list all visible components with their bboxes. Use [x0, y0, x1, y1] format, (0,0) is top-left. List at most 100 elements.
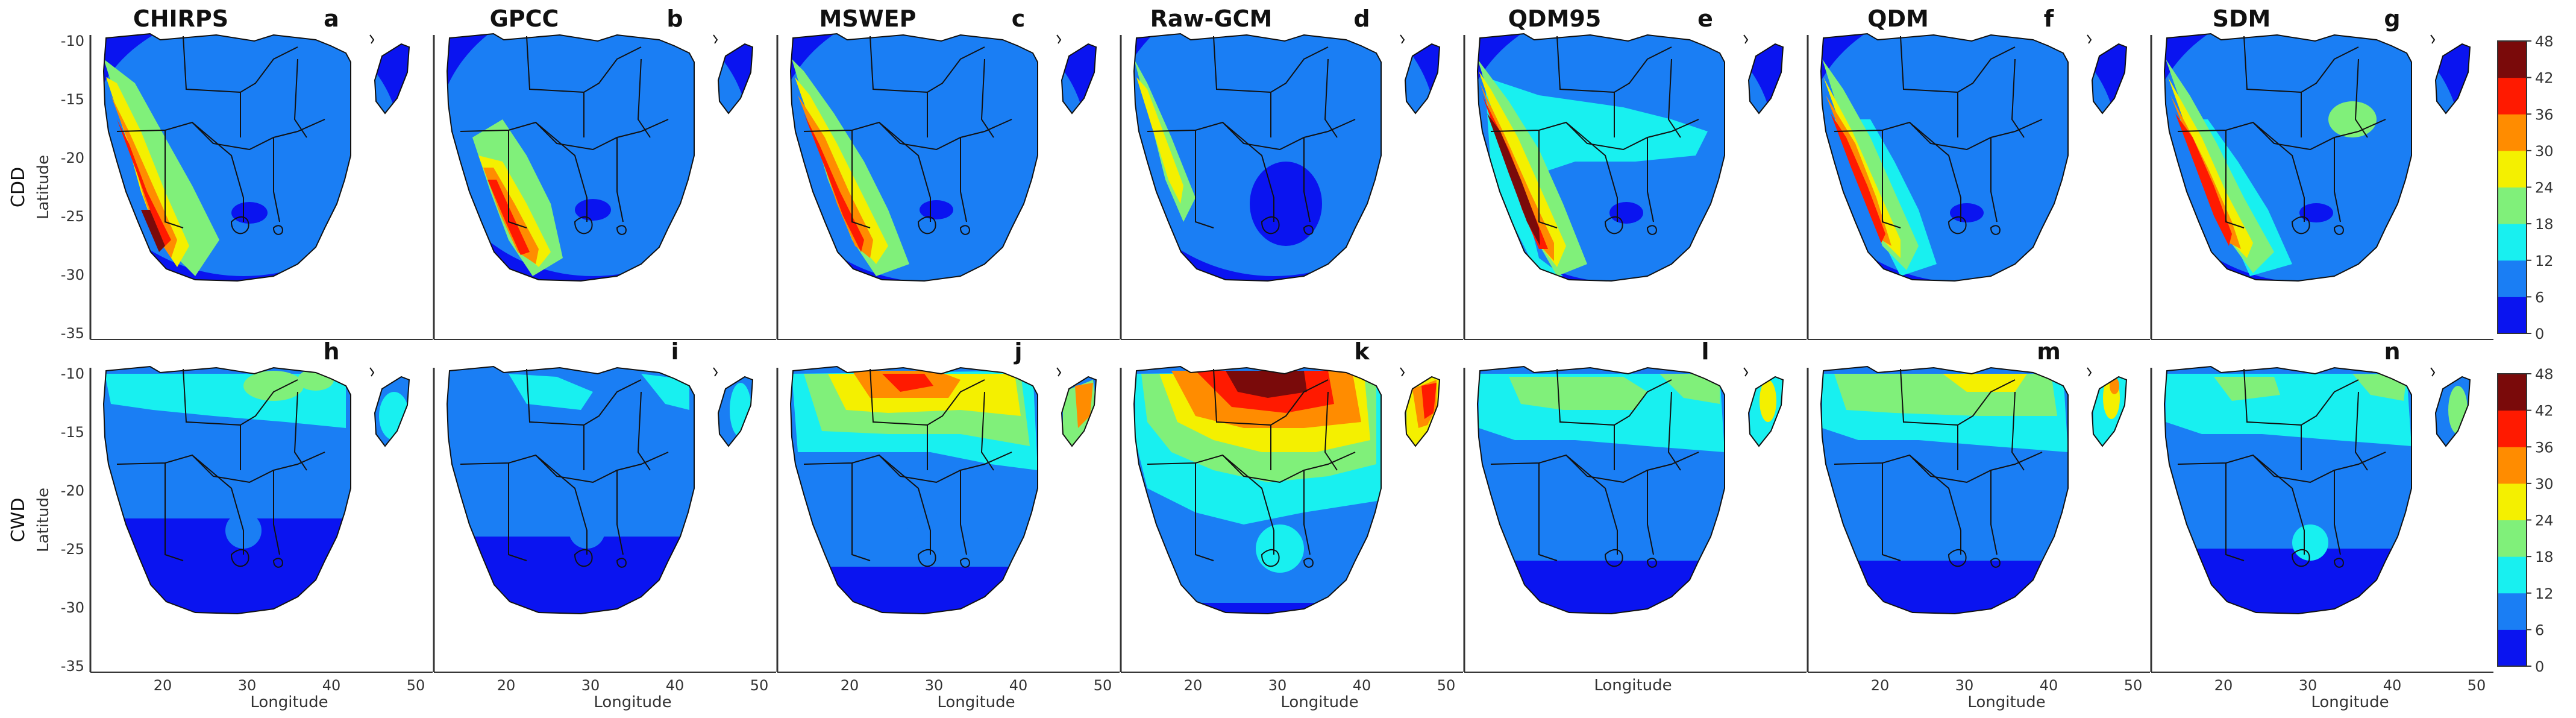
- colorbar-segment: [2498, 187, 2527, 224]
- colorbar-segment: [2498, 114, 2527, 151]
- map-panel-a: CHIRPS a: [89, 5, 433, 340]
- colorbar-tick-label: 48: [2535, 33, 2554, 50]
- y-tick-label: -35: [61, 325, 84, 342]
- map-panel-l: l Longitude: [1463, 338, 1807, 694]
- map-fill: [104, 367, 409, 614]
- map-panel-h: h 20 30 40 50 Longitude: [89, 338, 433, 711]
- panel-letter: l: [1701, 338, 1709, 365]
- panel-letter: m: [2037, 338, 2061, 365]
- x-tick-label: 40: [322, 677, 341, 694]
- y-tick-label: -35: [61, 658, 84, 675]
- panel-title: QDM95: [1508, 5, 1602, 32]
- colorbar-tick-label: 36: [2535, 439, 2554, 456]
- panel-letter: h: [323, 338, 339, 365]
- map-panel-k: k 20 30 40 50 Longitude: [1120, 338, 1463, 711]
- colorbar-tick-label: 12: [2535, 253, 2554, 269]
- map-fill: [791, 367, 1096, 614]
- colorbar-segment: [2498, 260, 2527, 297]
- x-tick-label: 20: [497, 677, 516, 694]
- panel-letter: k: [1354, 338, 1370, 365]
- colorbar-segment: [2498, 593, 2527, 630]
- x-axis-label: Longitude: [2311, 693, 2389, 711]
- map-fill: [791, 34, 1096, 281]
- colorbar-tick-label: 36: [2535, 106, 2554, 123]
- x-tick-label: 20: [154, 677, 172, 694]
- map-panel-d: Raw-GCM d: [1120, 5, 1463, 340]
- panel-title: SDM: [2213, 5, 2271, 32]
- x-tick-label: 40: [1353, 677, 1371, 694]
- row-label: CDD: [8, 167, 29, 207]
- x-axis-label: Longitude: [1967, 693, 2045, 711]
- x-tick-label: 40: [1009, 677, 1028, 694]
- colorbar-segment: [2498, 41, 2527, 78]
- map-panel-m: m 20 30 40 50 Longitude: [1807, 338, 2150, 711]
- colorbar-tick-label: 6: [2535, 289, 2544, 306]
- map-panel-e: QDM95 e: [1463, 5, 1807, 340]
- x-tick-label: 50: [407, 677, 425, 694]
- panel-letter: b: [666, 5, 683, 32]
- y-axis-label: Latitude: [34, 155, 52, 219]
- x-tick-label: 30: [1955, 677, 1974, 694]
- y-tick-label: -10: [61, 365, 84, 382]
- colorbar-tick-label: 24: [2535, 512, 2554, 529]
- map-fill: [104, 34, 409, 281]
- map-fill: [2164, 34, 2470, 281]
- panel-letter: g: [2384, 5, 2400, 32]
- map-fill: [1478, 34, 1783, 281]
- colorbar-tick-label: 18: [2535, 549, 2554, 565]
- map-fill: [1478, 367, 1783, 614]
- colorbar-cdd: 48 42 36 30 24 18 12 6 0: [2497, 33, 2554, 342]
- x-tick-label: 50: [1094, 677, 1112, 694]
- y-tick-label: -10: [61, 33, 84, 49]
- x-tick-label: 40: [2040, 677, 2058, 694]
- map-fill: [1821, 34, 2126, 281]
- x-tick-label: 20: [1184, 677, 1203, 694]
- x-tick-label: 20: [1871, 677, 1890, 694]
- panel-title: Raw-GCM: [1150, 5, 1273, 32]
- panel-letter: i: [671, 338, 678, 365]
- map-panel-b: GPCC b: [433, 5, 776, 340]
- y-tick-label: -30: [61, 266, 84, 283]
- colorbar-tick-label: 42: [2535, 70, 2554, 87]
- x-tick-label: 30: [238, 677, 257, 694]
- map-panel-g: SDM g: [2150, 5, 2493, 340]
- colorbar-tick-label: 30: [2535, 143, 2554, 160]
- colorbar-segment: [2498, 410, 2527, 447]
- x-axis-label: Longitude: [1280, 693, 1358, 711]
- colorbar-tick-label: 0: [2535, 658, 2544, 675]
- panel-title: MSWEP: [819, 5, 917, 32]
- map-fill: [447, 367, 753, 614]
- colorbar-tick-label: 18: [2535, 216, 2554, 233]
- y-tick-label: -15: [61, 91, 84, 108]
- map-panel-j: j 20 30 40 50 Longitude: [776, 338, 1120, 711]
- map-fill: [1134, 367, 1440, 614]
- x-tick-label: 50: [2124, 677, 2143, 694]
- map-fill: [2164, 367, 2470, 614]
- panel-letter: a: [324, 5, 339, 32]
- panel-letter: j: [1013, 338, 1022, 365]
- x-tick-label: 50: [1437, 677, 1456, 694]
- x-tick-label: 40: [2383, 677, 2402, 694]
- x-axis-label: Longitude: [594, 693, 671, 711]
- colorbar-segment: [2498, 150, 2527, 187]
- colorbar-tick-label: 12: [2535, 585, 2554, 602]
- map-panel-f: QDM f: [1807, 5, 2150, 340]
- x-tick-label: 30: [581, 677, 600, 694]
- panel-title: QDM: [1867, 5, 1929, 32]
- panel-letter: e: [1697, 5, 1713, 32]
- x-tick-label: 20: [841, 677, 859, 694]
- map-panel-n: n 20 30 40 50 Longitude: [2150, 338, 2493, 711]
- y-tick-label: -25: [61, 208, 84, 225]
- panel-title: CHIRPS: [133, 5, 228, 32]
- y-tick-label: -15: [61, 424, 84, 441]
- x-axis-label: Longitude: [250, 693, 328, 711]
- x-tick-label: 40: [666, 677, 685, 694]
- map-panel-c: MSWEP c: [776, 5, 1120, 340]
- panel-letter: d: [1353, 5, 1370, 32]
- colorbar-segment: [2498, 77, 2527, 115]
- colorbar-segment: [2498, 629, 2527, 667]
- colorbar-segment: [2498, 483, 2527, 520]
- colorbar-segment: [2498, 447, 2527, 484]
- panel-letter: n: [2384, 338, 2400, 365]
